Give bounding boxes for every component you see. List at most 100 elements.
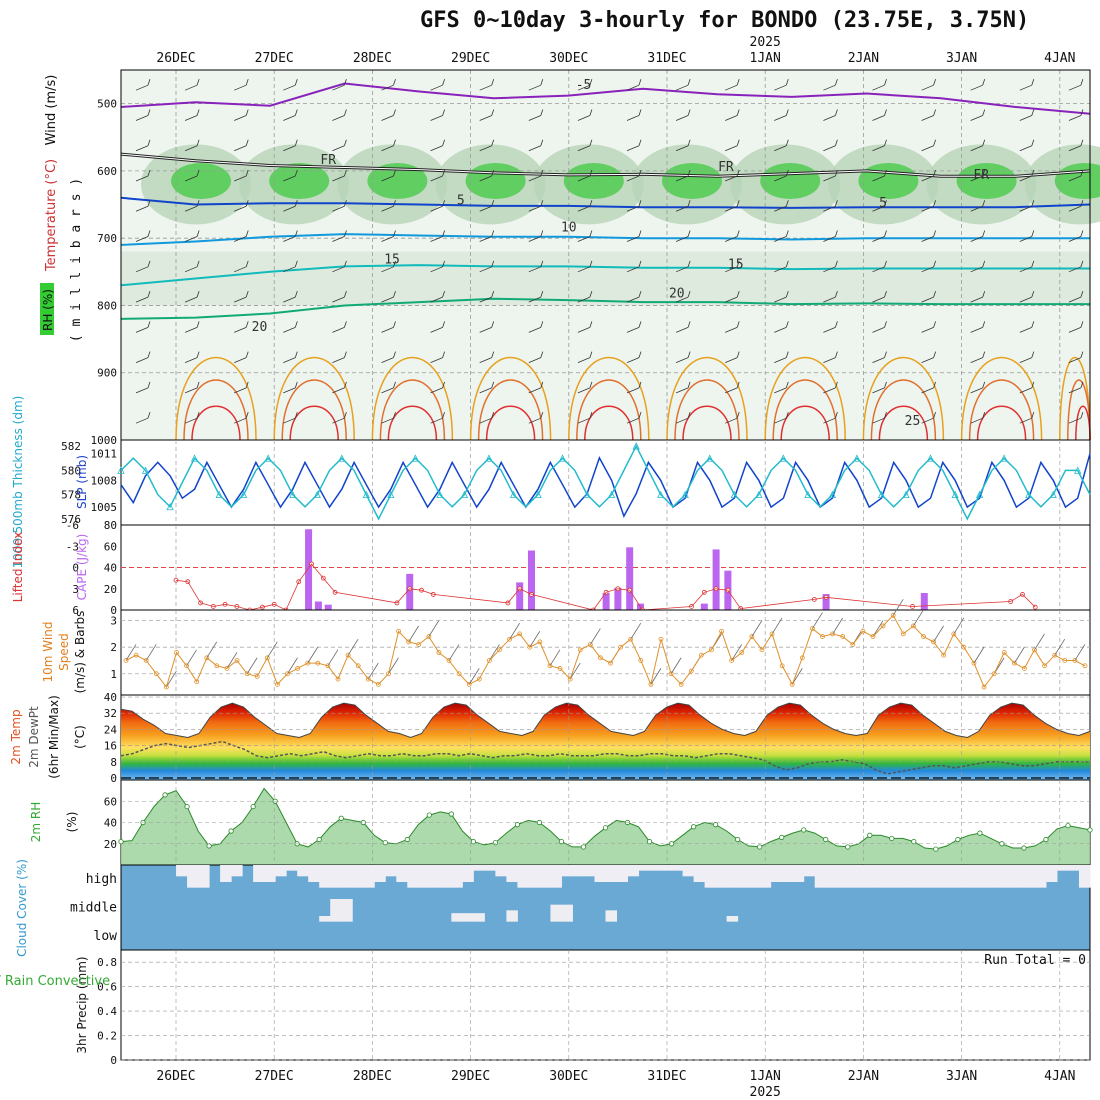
wind-barb-flag <box>442 260 445 267</box>
wind-barb <box>430 236 443 242</box>
boundary-temp-contour <box>584 405 634 441</box>
rh-shade-core <box>662 163 722 199</box>
wind-barb <box>774 205 787 212</box>
thickness-marker <box>436 490 444 499</box>
wind-barb-flag <box>933 412 936 419</box>
thickness-marker <box>460 490 469 499</box>
precip-y-tick: 0.2 <box>97 1030 117 1043</box>
wind-barb-flag <box>736 260 740 267</box>
wind-barb <box>823 115 836 121</box>
wind-barb <box>921 84 934 91</box>
wind-barb <box>234 205 247 212</box>
wind-barb <box>332 205 345 212</box>
wind-barb <box>184 387 198 394</box>
wind-barb-flag <box>442 381 445 389</box>
wind-barb <box>528 115 541 121</box>
cape-y-tick: 0 <box>110 604 117 617</box>
wind-barb <box>430 417 443 424</box>
cloud-high-clear <box>473 865 485 871</box>
wind-barb-flag <box>884 260 887 267</box>
wind-barb-flag <box>147 260 151 267</box>
wind-barb <box>577 417 591 424</box>
wind-barb-flag <box>835 79 838 86</box>
wind-barb <box>184 296 198 303</box>
wind10-barb <box>246 657 258 674</box>
cloud-high-clear <box>341 865 353 888</box>
wind-barb-flag <box>933 109 936 116</box>
wind-barb-flag <box>1080 381 1084 389</box>
wind-barb <box>528 417 541 424</box>
wind-barb <box>675 84 689 91</box>
wind-barb <box>184 357 198 364</box>
wind-barb-flag <box>638 321 642 328</box>
wind-barb-flag <box>294 109 298 116</box>
wind-barb-flag <box>589 321 593 328</box>
thickness-y-tick: 578 <box>61 489 81 502</box>
cape-bar <box>324 604 332 610</box>
wind-barb-flag <box>982 260 986 267</box>
chart-title: GFS 0~10day 3-hourly for BONDO (23.75E, … <box>420 8 1030 33</box>
wind-barb-flag <box>245 351 249 358</box>
wind-barb-flag <box>1080 351 1084 358</box>
wind-barb <box>479 145 492 152</box>
run-total-label: Run Total = 0 <box>984 953 1086 968</box>
cloud-high-clear <box>572 865 584 877</box>
wind-barb-flag <box>245 321 249 328</box>
thickness-ylabel: 1000-500mb Thickness (dm) <box>11 396 25 569</box>
cloud-high-clear <box>836 865 849 888</box>
wind10-barb <box>751 620 763 637</box>
rh-point <box>250 803 256 810</box>
wind-barb-flag <box>982 412 986 419</box>
wind10-barb <box>933 625 944 643</box>
bottom-date-label: 2JAN <box>848 1069 879 1084</box>
cloud-row-label: middle <box>70 901 117 916</box>
wind-barb-flag <box>884 351 887 358</box>
rh-point <box>757 844 763 850</box>
wind-y-tick: 1 <box>110 668 117 681</box>
bottom-date-label: 1JAN <box>750 1069 781 1084</box>
wind-barb-flag <box>393 200 396 207</box>
thickness-marker <box>313 490 321 499</box>
cloud-high-clear <box>990 865 1003 888</box>
boundary-temp-contour <box>576 379 642 441</box>
wind-barb-flag <box>491 139 495 146</box>
cloud-high-clear <box>495 865 507 877</box>
isotherm <box>120 264 1090 287</box>
wind-barb-flag <box>393 109 396 116</box>
wind-barb <box>184 417 198 424</box>
wind-barb-flag <box>638 351 642 358</box>
wind-barb-flag <box>147 109 151 116</box>
rh-shade-core <box>171 163 231 199</box>
wind-barb <box>921 205 934 212</box>
wind-barb <box>725 236 738 242</box>
rh-point <box>338 815 344 821</box>
thickness-y-tick: 576 <box>61 513 81 526</box>
wind-barb-flag <box>982 230 986 237</box>
bottom-date-label: 29DEC <box>451 1069 490 1084</box>
wind-barb <box>774 145 787 152</box>
cloud-high-clear <box>583 865 595 877</box>
rh-point <box>162 792 168 798</box>
thickness-marker <box>926 454 935 462</box>
cloud-high-clear <box>693 865 706 882</box>
wind-barb-flag <box>147 200 151 207</box>
rh-point <box>977 830 983 836</box>
cloud-high-clear <box>187 865 199 888</box>
cloud-high-clear <box>330 865 342 888</box>
cloud-high-clear <box>781 865 794 882</box>
wind-barb <box>725 357 738 364</box>
thickness-marker <box>1025 490 1033 499</box>
rh-shade-core <box>465 163 526 199</box>
cloud-high-clear <box>616 865 629 882</box>
thickness-marker <box>362 490 370 499</box>
cloud-high-clear <box>297 865 309 877</box>
thickness-marker <box>240 490 248 499</box>
top-year-label: 2025 <box>750 35 781 50</box>
upper-y-tick: 500 <box>97 98 117 111</box>
wind10-barb <box>791 668 803 685</box>
wind-barb <box>675 205 689 212</box>
rh-ylabel-unit: (%) <box>65 812 79 833</box>
cloud-high-clear <box>935 865 948 888</box>
wind-barb <box>872 145 885 152</box>
rh-point <box>1087 827 1093 833</box>
